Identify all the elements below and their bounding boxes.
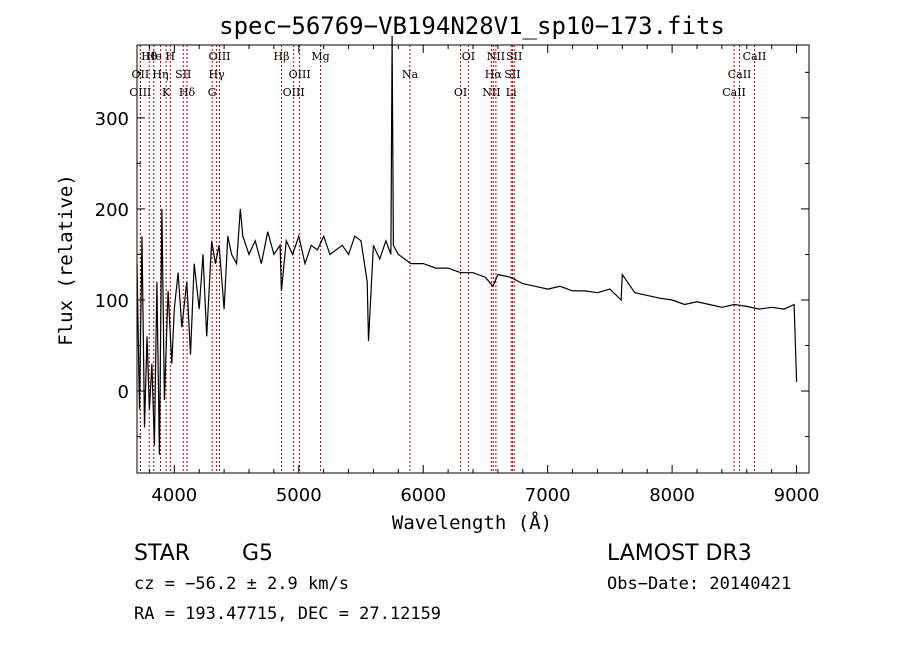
x-tick-label-1: 5000: [276, 485, 322, 506]
chart-title: spec−56769−VB194N28V1_sp10−173.fits: [219, 12, 725, 40]
line-label-23: Li: [506, 86, 517, 99]
line-label-5: K: [162, 86, 171, 99]
y-tick-label-2: 200: [95, 200, 129, 221]
line-label-9: OIII: [208, 50, 230, 63]
line-label-0: Hθ: [141, 50, 158, 63]
x-tick-label-5: 9000: [774, 485, 820, 506]
line-label-26: CaII: [722, 86, 746, 99]
line-label-8: Hδ: [179, 86, 196, 99]
survey-name: LAMOST DR3: [607, 541, 752, 566]
object-class: STAR: [134, 541, 191, 566]
x-tick-label-0: 4000: [151, 485, 197, 506]
x-axis-ticks: 4000 5000 6000 7000 8000 9000: [148, 45, 820, 506]
line-label-4: Hη: [152, 68, 168, 81]
spectrum-series: [136, 35, 798, 455]
line-label-13: OIII: [289, 68, 311, 81]
y-axis-label: Flux (relative): [55, 174, 77, 346]
spectral-line-labels: HθOIIOIIIHeHηKHSIIHδOIIIHγGHβOIIIOIIIMgN…: [129, 50, 766, 99]
line-label-11: G: [208, 86, 217, 99]
line-label-10: Hγ: [209, 68, 226, 81]
x-tick-label-2: 6000: [400, 485, 446, 506]
x-tick-label-3: 7000: [525, 485, 571, 506]
observation-date: Obs−Date: 20140421: [607, 574, 792, 594]
line-label-22: SII: [504, 68, 520, 81]
y-tick-label-1: 100: [95, 291, 129, 312]
sky-coordinates: RA = 193.47715, DEC = 27.12159: [134, 604, 442, 624]
x-tick-label-4: 8000: [649, 485, 695, 506]
y-tick-label-3: 300: [95, 109, 129, 130]
line-label-12: Hβ: [274, 50, 290, 63]
spectrum-line: [136, 35, 798, 455]
line-label-21: NII: [487, 50, 505, 63]
line-label-15: Mg: [311, 50, 329, 63]
x-axis-label: Wavelength (Å): [392, 511, 552, 534]
line-label-6: H: [166, 50, 176, 63]
line-label-24: SII: [506, 50, 522, 63]
y-tick-label-0: 0: [118, 382, 129, 403]
line-label-7: SII: [175, 68, 191, 81]
line-label-19: Hα: [485, 68, 503, 81]
line-label-27: CaII: [743, 50, 767, 63]
line-label-2: OIII: [129, 86, 151, 99]
line-label-18: OI: [462, 50, 475, 63]
line-label-1: OII: [132, 68, 150, 81]
line-label-17: OI: [454, 86, 467, 99]
line-label-25: CaII: [728, 68, 752, 81]
redshift-velocity: cz = −56.2 ± 2.9 km/s: [134, 574, 349, 594]
spectral-line-markers: [139, 45, 755, 473]
line-label-16: Na: [402, 68, 419, 81]
line-label-14: OIII: [283, 86, 305, 99]
line-label-20: NII: [482, 86, 500, 99]
line-label-3: He: [146, 50, 162, 63]
y-axis-ticks: 0 100 200 300: [95, 71, 809, 438]
object-subclass: G5: [242, 541, 274, 566]
plot-frame: [136, 44, 810, 474]
